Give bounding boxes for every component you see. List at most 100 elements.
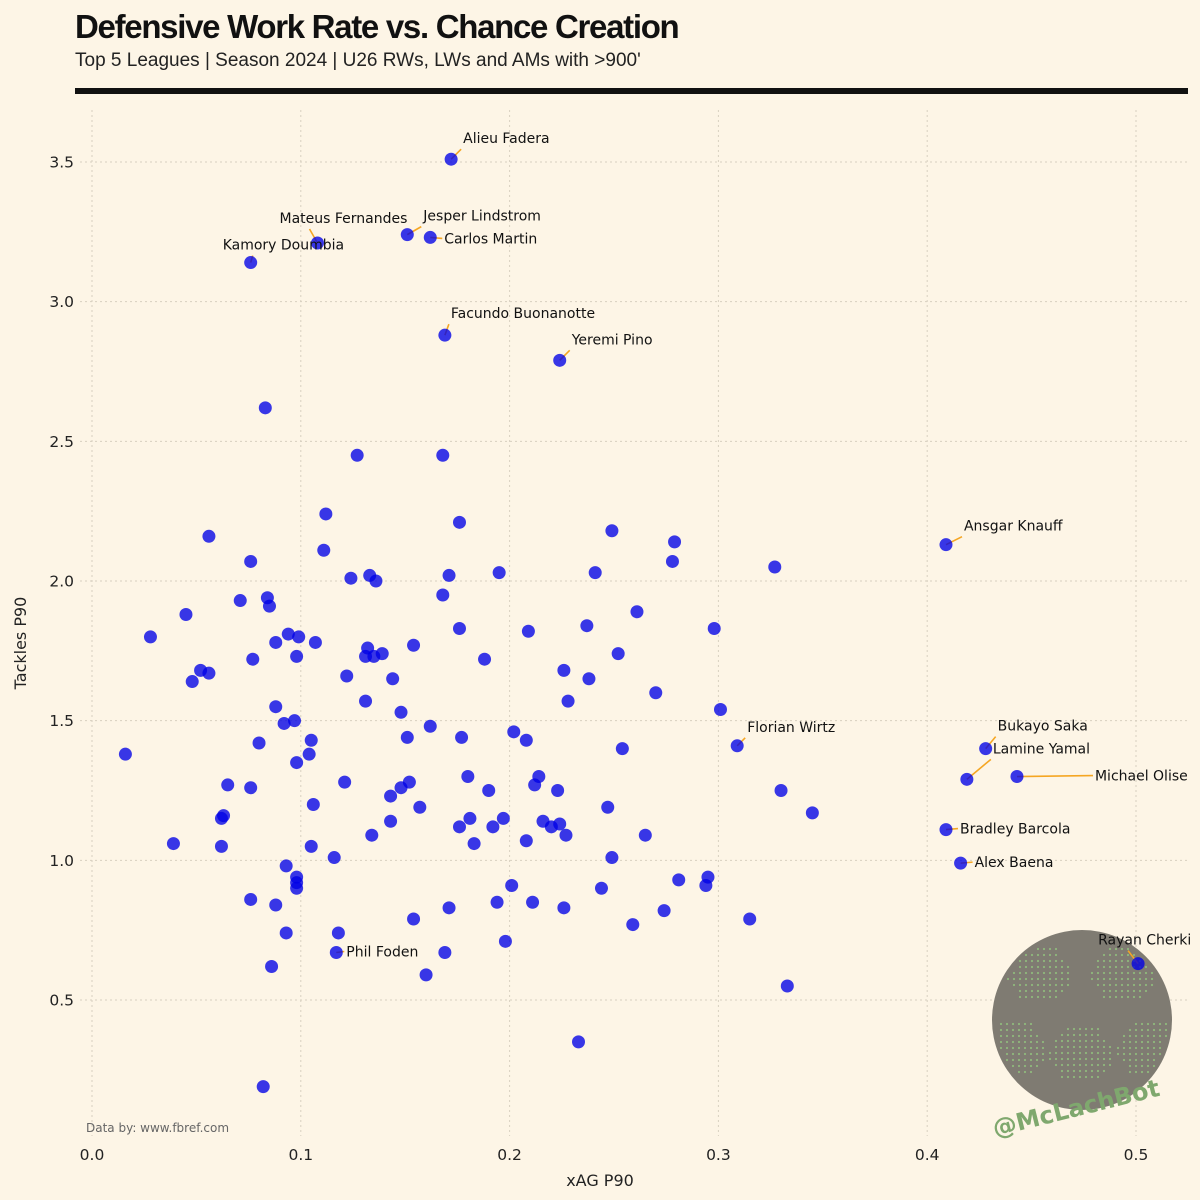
logo-dot: [1132, 983, 1136, 987]
logo-dot: [1090, 1063, 1094, 1067]
logo-dot: [1012, 971, 1016, 975]
logo-dot: [1023, 1058, 1027, 1062]
data-point: [594, 881, 608, 895]
logo-dot: [1096, 1057, 1100, 1061]
logo-dot: [1126, 953, 1130, 957]
logo-dot: [1042, 947, 1046, 951]
data-point: [521, 624, 535, 638]
logo-dot: [1084, 1033, 1088, 1037]
logo-dot: [1114, 983, 1118, 987]
logo-dot: [1017, 1058, 1021, 1062]
labeled-data-point: [939, 823, 953, 837]
logo-dot: [1134, 1058, 1138, 1062]
logo-dot: [1048, 977, 1052, 981]
logo-dot: [1030, 953, 1034, 957]
logo-dot: [1152, 1028, 1156, 1032]
logo-dot: [1132, 995, 1136, 999]
logo-dot: [1029, 1022, 1033, 1026]
data-point: [359, 694, 373, 708]
logo-dot: [1029, 1028, 1033, 1032]
labeled-data-point: [954, 856, 968, 870]
logo-dot: [1048, 953, 1052, 957]
logo-dot: [1108, 995, 1112, 999]
logo-dot: [1164, 1022, 1168, 1026]
logo-dot: [1029, 1046, 1033, 1050]
data-point: [384, 814, 398, 828]
data-point: [490, 895, 504, 909]
logo-dot: [1024, 965, 1028, 969]
y-tick-label: 1.0: [49, 852, 74, 870]
logo-dot: [1054, 1051, 1058, 1055]
data-point: [701, 870, 715, 884]
data-point: [179, 608, 193, 622]
y-tick-label: 2.5: [49, 433, 74, 451]
logo-dot: [1072, 1075, 1076, 1079]
logo-dot: [1126, 983, 1130, 987]
logo-dot: [1048, 989, 1052, 993]
data-point: [304, 839, 318, 853]
logo-dot: [1030, 965, 1034, 969]
y-tick-label: 3.5: [49, 154, 74, 172]
logo-dot: [1078, 1033, 1082, 1037]
logo-dot: [1158, 1028, 1162, 1032]
logo-dot: [1054, 965, 1058, 969]
logo-dot: [1030, 977, 1034, 981]
logo-dot: [1023, 1022, 1027, 1026]
labeled-data-point: [311, 236, 325, 250]
data-point: [507, 725, 521, 739]
logo-dot: [1102, 965, 1106, 969]
data-point: [615, 742, 629, 756]
data-point: [582, 672, 596, 686]
logo-dot: [1102, 953, 1106, 957]
logo-dot: [1152, 1046, 1156, 1050]
data-point: [308, 635, 322, 649]
logo-dot: [1138, 971, 1142, 975]
data-point: [143, 630, 157, 644]
logo-dot: [1096, 959, 1100, 963]
data-point: [452, 621, 466, 635]
logo-dot: [1090, 1033, 1094, 1037]
logo-dot: [1060, 1033, 1064, 1037]
logo-dot: [1158, 1034, 1162, 1038]
data-point: [394, 705, 408, 719]
labeled-data-point: [960, 772, 974, 786]
logo-dot: [1066, 1045, 1070, 1049]
logo-dot: [1035, 1034, 1039, 1038]
logo-dot: [1140, 1034, 1144, 1038]
logo-dot: [1041, 1040, 1045, 1044]
logo-dot: [1084, 1075, 1088, 1079]
logo-dot: [1128, 1064, 1132, 1068]
logo-dot: [1084, 1051, 1088, 1055]
logo-dot: [1030, 995, 1034, 999]
logo-dot: [1114, 947, 1118, 951]
logo-dot: [1102, 1045, 1106, 1049]
y-tick-label: 3.0: [49, 293, 74, 311]
logo-dot: [1024, 977, 1028, 981]
logo-dot: [1140, 1028, 1144, 1032]
logo-dot: [1041, 1052, 1045, 1056]
logo-dot: [1035, 1040, 1039, 1044]
player-labels: Alieu Fadera Mateus Fernandes Jesper Linds…: [223, 131, 1192, 960]
logo-dot: [1090, 1075, 1094, 1079]
data-point: [256, 1080, 270, 1094]
logo-dot: [1012, 983, 1016, 987]
logo-dot: [1120, 953, 1124, 957]
logo-dot: [1054, 1057, 1058, 1061]
logo-dot: [1134, 1064, 1138, 1068]
logo-dot: [1036, 965, 1040, 969]
logo-dot: [1060, 1057, 1064, 1061]
labeled-data-point: [939, 538, 953, 552]
data-point: [505, 878, 519, 892]
logo-dot: [1029, 1064, 1033, 1068]
logo-dot: [1140, 1040, 1144, 1044]
logo-dot: [1054, 971, 1058, 975]
data-point: [553, 817, 567, 831]
logo-dot: [1108, 1051, 1112, 1055]
data-point: [375, 647, 389, 661]
logo-dot: [1146, 1040, 1150, 1044]
data-point: [519, 834, 533, 848]
x-tick-label: 0.5: [1124, 1146, 1149, 1164]
logo-dot: [1029, 1058, 1033, 1062]
logo-dot: [1018, 971, 1022, 975]
labeled-data-point: [444, 152, 458, 166]
